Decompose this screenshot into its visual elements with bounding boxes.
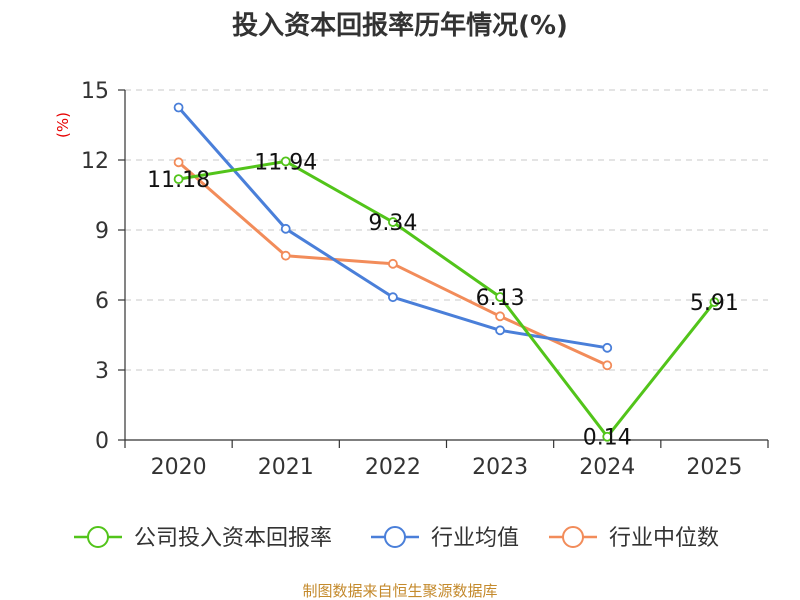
x-tick-label: 2022 [365, 455, 421, 480]
data-point[interactable] [495, 311, 505, 322]
data-point[interactable] [280, 223, 291, 234]
x-tick-label: 2021 [258, 455, 314, 480]
data-point[interactable] [602, 342, 613, 353]
data-labels: 11.18 11.94 9.34 6.13 0.14 5.91 [147, 150, 739, 450]
legend-marker-icon [87, 526, 109, 548]
data-label: 6.13 [476, 286, 525, 311]
y-tick-label: 6 [95, 289, 109, 314]
axes: 0 3 6 9 12 15 2020 2021 2022 2023 2024 2025 [81, 79, 769, 480]
grid-lines [125, 89, 768, 371]
data-point[interactable] [388, 258, 398, 269]
data-point[interactable] [602, 360, 613, 371]
data-point[interactable] [280, 156, 291, 167]
legend-marker-icon [384, 526, 406, 548]
y-tick-label: 12 [81, 149, 109, 174]
data-point[interactable] [173, 157, 184, 168]
x-tick-label: 2025 [686, 455, 742, 480]
data-point[interactable] [388, 292, 398, 303]
legend-marker-icon [562, 526, 584, 548]
legend[interactable]: 公司投入资本回报率 行业均值 行业中位数 [74, 526, 719, 551]
data-point[interactable] [280, 250, 291, 261]
legend-item[interactable]: 公司投入资本回报率 [74, 526, 332, 551]
data-point[interactable] [173, 174, 184, 185]
data-point[interactable] [602, 431, 613, 442]
data-point[interactable] [388, 217, 398, 227]
y-tick-label: 15 [81, 79, 109, 104]
x-tick-label: 2023 [472, 455, 528, 480]
legend-label: 行业均值 [431, 526, 519, 551]
chart-title: 投入资本回报率历年情况(%) [232, 10, 568, 41]
data-label: 11.18 [147, 168, 210, 193]
data-label: 0.14 [583, 426, 632, 451]
data-label: 11.94 [254, 150, 317, 175]
data-point[interactable] [173, 102, 184, 113]
y-tick-label: 3 [95, 359, 109, 384]
x-tick-label: 2024 [579, 455, 635, 480]
y-tick-label: 0 [95, 429, 109, 454]
legend-label: 行业中位数 [609, 526, 719, 551]
data-point[interactable] [495, 292, 505, 302]
data-point[interactable] [495, 325, 505, 336]
legend-item[interactable]: 行业中位数 [549, 526, 719, 551]
legend-label: 公司投入资本回报率 [134, 526, 332, 551]
series-line [178, 159, 716, 439]
y-axis-unit-label: (%) [54, 112, 72, 138]
series-group [173, 102, 720, 442]
data-label: 5.91 [690, 291, 739, 316]
source-note: 制图数据来自恒生聚源数据库 [302, 582, 497, 600]
data-label: 9.34 [368, 211, 417, 236]
y-tick-label: 9 [95, 219, 109, 244]
data-point[interactable] [709, 297, 720, 308]
legend-item[interactable]: 行业均值 [371, 526, 519, 551]
x-tick-label: 2020 [151, 455, 207, 480]
